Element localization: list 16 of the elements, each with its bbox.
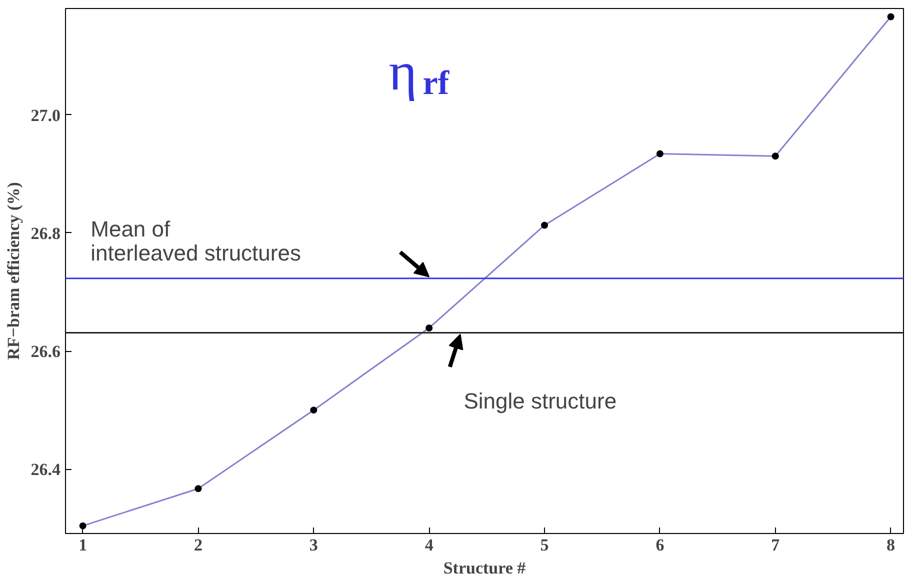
x-tick-label: 4 — [424, 536, 434, 554]
x-tick-label: 5 — [540, 536, 549, 554]
x-tick-label: 8 — [886, 536, 896, 554]
y-tick-label: 26.4 — [30, 460, 61, 480]
x-tick-label: 1 — [78, 536, 88, 554]
ref-line-label: Mean of interleaved structures — [90, 216, 301, 266]
y-axis-title: RF−bram efficiency (%) — [4, 182, 23, 360]
x-tick-label: 3 — [309, 536, 318, 554]
x-tick-label: 7 — [771, 536, 780, 554]
y-tick-label: 26.8 — [30, 224, 60, 243]
y-tick-label: 26.6 — [30, 342, 60, 362]
y-tick-label: 27.0 — [30, 106, 60, 125]
x-tick-label: 2 — [194, 536, 202, 554]
x-tick-label: 6 — [656, 536, 664, 554]
x-axis-title: Structure # — [443, 558, 526, 578]
ref-line-label: Single structure — [464, 388, 617, 414]
